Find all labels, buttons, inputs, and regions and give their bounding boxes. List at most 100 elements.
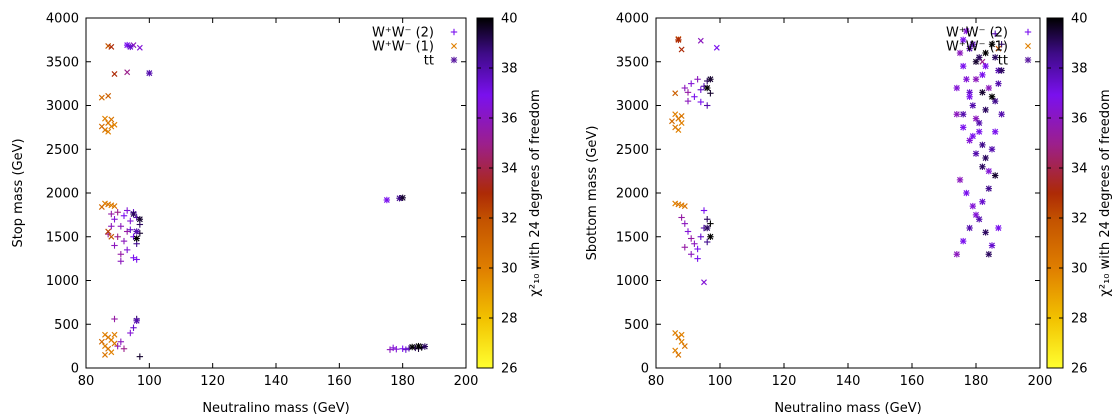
marker-stroke bbox=[707, 76, 714, 83]
data-point bbox=[111, 315, 118, 323]
data-point bbox=[102, 115, 108, 122]
marker-stroke bbox=[108, 123, 115, 130]
y-tick-label: 1000 bbox=[46, 274, 79, 289]
marker-stroke bbox=[108, 202, 115, 209]
y-tick-label: 1500 bbox=[616, 230, 649, 245]
marker-stroke bbox=[105, 228, 112, 235]
marker-stroke bbox=[111, 331, 118, 338]
data-point bbox=[678, 113, 685, 119]
marker-stroke bbox=[979, 198, 986, 205]
data-point bbox=[701, 279, 707, 286]
chart-panel-2: 80 100 120 140 160 180 20005001000150020002500… bbox=[585, 12, 1113, 416]
marker-stroke bbox=[399, 194, 406, 201]
marker-stroke bbox=[960, 63, 967, 70]
marker-stroke bbox=[678, 120, 685, 126]
data-point bbox=[399, 345, 406, 352]
data-point bbox=[98, 123, 105, 130]
data-point bbox=[114, 209, 121, 216]
colorbar-tick-label: 32 bbox=[1071, 212, 1088, 227]
data-point bbox=[117, 251, 125, 258]
data-point bbox=[985, 84, 992, 92]
data-point bbox=[108, 123, 115, 130]
data-point bbox=[979, 58, 986, 65]
marker-stroke bbox=[672, 200, 679, 207]
marker-stroke bbox=[979, 89, 986, 96]
data-point bbox=[105, 92, 112, 99]
data-point bbox=[108, 233, 115, 240]
data-point bbox=[691, 93, 698, 100]
marker-stroke bbox=[989, 41, 995, 48]
data-point bbox=[963, 27, 970, 35]
marker-stroke bbox=[678, 338, 685, 345]
plot-frame bbox=[85, 17, 467, 369]
marker-stroke bbox=[133, 228, 140, 235]
data-point bbox=[992, 172, 999, 179]
data-point bbox=[979, 141, 986, 149]
marker-stroke bbox=[979, 141, 986, 148]
data-point bbox=[966, 45, 973, 52]
data-point bbox=[976, 128, 983, 135]
marker-stroke bbox=[669, 118, 675, 125]
data-point bbox=[127, 43, 134, 51]
marker-stroke bbox=[701, 279, 707, 286]
data-point bbox=[707, 220, 714, 227]
data-point bbox=[969, 132, 976, 140]
marker-stroke bbox=[675, 36, 682, 43]
data-point bbox=[672, 347, 679, 354]
data-point bbox=[976, 216, 983, 223]
data-point bbox=[688, 251, 695, 258]
data-point bbox=[684, 228, 692, 235]
marker-stroke bbox=[973, 211, 979, 218]
x-tick-label: 100 bbox=[137, 374, 162, 389]
marker-stroke bbox=[124, 42, 131, 49]
data-point bbox=[995, 224, 1002, 232]
data-point bbox=[691, 240, 698, 247]
marker-stroke bbox=[98, 94, 105, 101]
data-point bbox=[969, 41, 976, 48]
marker-stroke bbox=[108, 116, 115, 123]
marker-stroke bbox=[672, 90, 679, 97]
y-tick-label: 500 bbox=[624, 318, 649, 333]
data-point bbox=[992, 54, 999, 61]
marker-stroke bbox=[982, 155, 989, 161]
data-point bbox=[963, 76, 970, 83]
marker-stroke bbox=[108, 349, 115, 356]
marker-stroke bbox=[1025, 43, 1031, 49]
marker-stroke bbox=[124, 69, 131, 76]
data-point bbox=[678, 214, 685, 221]
marker-stroke bbox=[998, 67, 1005, 74]
y-tick-label: 1500 bbox=[46, 230, 79, 245]
data-point bbox=[992, 30, 999, 37]
x-tick-label: 160 bbox=[327, 374, 352, 389]
marker-stroke bbox=[963, 190, 970, 196]
data-point bbox=[966, 93, 973, 100]
colorbar-tick-label: 28 bbox=[501, 312, 518, 327]
data-point bbox=[133, 256, 140, 263]
data-point bbox=[111, 203, 118, 210]
marker-stroke bbox=[976, 216, 983, 223]
marker-stroke bbox=[409, 344, 416, 350]
marker-stroke bbox=[98, 123, 105, 130]
y-tick-label: 3000 bbox=[46, 99, 79, 114]
data-point bbox=[972, 58, 980, 65]
y-tick-label: 2000 bbox=[46, 187, 79, 202]
data-point bbox=[672, 90, 679, 97]
marker-stroke bbox=[982, 229, 989, 236]
marker-stroke bbox=[146, 70, 153, 77]
marker-stroke bbox=[111, 121, 118, 128]
marker-stroke bbox=[989, 146, 995, 153]
marker-stroke bbox=[969, 41, 976, 48]
data-point bbox=[675, 351, 682, 358]
data-point bbox=[694, 255, 701, 262]
colorbar-tick-label: 38 bbox=[501, 62, 518, 77]
marker-stroke bbox=[678, 331, 685, 338]
data-point bbox=[393, 345, 400, 353]
legend-marker bbox=[1024, 28, 1032, 36]
data-point bbox=[415, 342, 422, 350]
data-point bbox=[678, 46, 685, 53]
plot-frame bbox=[655, 17, 1041, 369]
data-point bbox=[105, 228, 112, 235]
data-point bbox=[972, 76, 980, 83]
marker-stroke bbox=[982, 106, 989, 113]
data-point bbox=[979, 89, 986, 96]
